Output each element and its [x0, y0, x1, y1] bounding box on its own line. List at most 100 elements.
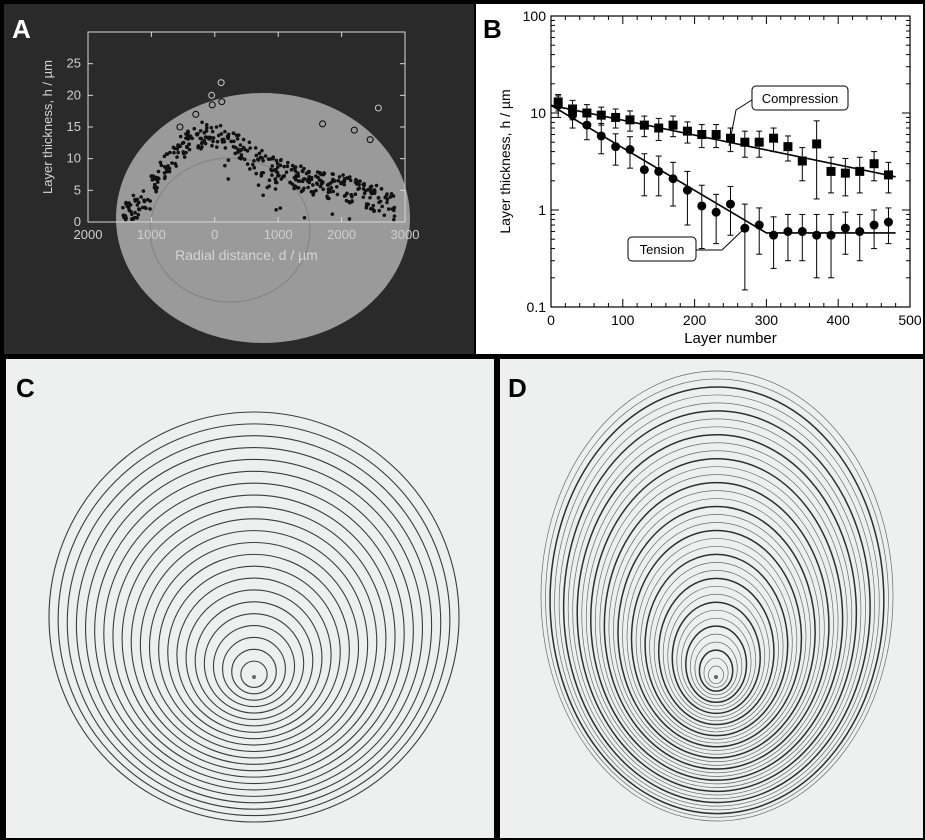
panel-c: C: [6, 359, 494, 838]
ring: [676, 609, 756, 711]
data-point: [315, 181, 319, 185]
data-point: [187, 142, 191, 147]
ring: [139, 530, 369, 759]
data-point: [235, 136, 240, 141]
data-point: [371, 191, 375, 195]
data-point: [172, 150, 176, 155]
data-point: [325, 183, 330, 187]
data-point: [215, 139, 220, 144]
ring: [662, 585, 770, 722]
data-point: [389, 192, 394, 196]
ring: [103, 482, 405, 785]
x-tick-label: 400: [827, 312, 851, 328]
ring: [649, 562, 784, 733]
data-point: [299, 164, 303, 169]
data-point: [267, 178, 272, 182]
data-point: [361, 195, 366, 199]
data-point: [167, 169, 172, 174]
fit-line: [550, 104, 896, 178]
compression-marker: [625, 115, 635, 125]
data-point: [392, 205, 397, 210]
data-point: [226, 177, 231, 181]
ring: [630, 529, 803, 748]
data-point: [342, 194, 347, 198]
data-point: [377, 208, 382, 213]
data-point: [204, 126, 209, 130]
compression-marker: [826, 166, 836, 176]
ring: [599, 474, 834, 774]
data-point: [276, 174, 280, 178]
ring: [545, 378, 889, 818]
panel-d-letter: D: [508, 373, 527, 403]
ring: [549, 386, 885, 815]
ring: [148, 541, 360, 753]
data-point: [131, 193, 136, 198]
x-tick-label: 500: [898, 312, 922, 328]
data-point: [149, 174, 154, 178]
data-point: [184, 150, 188, 155]
data-point: [282, 174, 287, 178]
data-point: [263, 154, 268, 158]
tension-marker: [769, 230, 779, 240]
y-tick-label: 10: [67, 151, 81, 166]
data-point: [159, 163, 164, 168]
data-point: [371, 203, 376, 208]
data-point: [202, 138, 207, 143]
ring: [690, 633, 743, 699]
data-point: [164, 152, 169, 156]
data-point: [274, 158, 279, 163]
data-point: [300, 179, 305, 184]
y-tick-label: 0: [74, 214, 81, 229]
data-point: [259, 174, 264, 178]
data-point: [330, 212, 335, 216]
data-point: [336, 178, 341, 183]
panel-a: A 2000 1000 0 1000 2000 3000 0 5 10 15 20 25 Radial …: [4, 4, 474, 354]
data-point: [286, 160, 290, 165]
x-tick-label: 3000: [391, 227, 420, 242]
data-point: [186, 137, 191, 141]
tension-marker: [682, 185, 692, 195]
data-point: [342, 182, 347, 187]
data-point: [233, 151, 237, 156]
plot-frame: [550, 15, 911, 308]
outlier-point: [366, 136, 374, 144]
ring: [562, 410, 871, 804]
data-point: [238, 143, 243, 147]
tension-marker: [855, 227, 865, 237]
data-point: [239, 148, 243, 152]
data-point: [385, 200, 389, 205]
data-point: [256, 183, 261, 188]
y-tick-label: 1: [538, 202, 546, 218]
data-point: [221, 137, 226, 142]
tension-marker: [754, 220, 764, 230]
tension-marker: [711, 207, 721, 217]
data-point: [181, 150, 186, 154]
data-point: [331, 189, 336, 194]
outlier-point: [208, 101, 216, 109]
cell-image-overlay: [116, 93, 410, 343]
data-point: [141, 189, 146, 193]
ring: [48, 411, 460, 823]
data-point: [248, 167, 252, 171]
data-point: [198, 136, 202, 141]
data-point: [374, 183, 379, 188]
data-point: [254, 171, 259, 176]
ring: [231, 648, 277, 695]
data-point: [380, 204, 384, 209]
data-point: [371, 207, 375, 212]
compression-label: Compression: [762, 91, 839, 106]
panel-b-letter: B: [483, 14, 502, 44]
data-point: [271, 155, 276, 160]
panel-a-letter: A: [12, 14, 31, 44]
tension-label-box: [627, 236, 697, 262]
data-point: [162, 165, 167, 169]
compression-marker: [697, 130, 707, 140]
data-point: [261, 193, 265, 198]
ring: [121, 506, 387, 772]
ring: [703, 657, 729, 688]
y-tick-label: 20: [67, 87, 81, 102]
ring: [240, 660, 268, 688]
data-point: [234, 133, 239, 138]
data-point: [229, 139, 233, 144]
data-point: [178, 134, 183, 139]
